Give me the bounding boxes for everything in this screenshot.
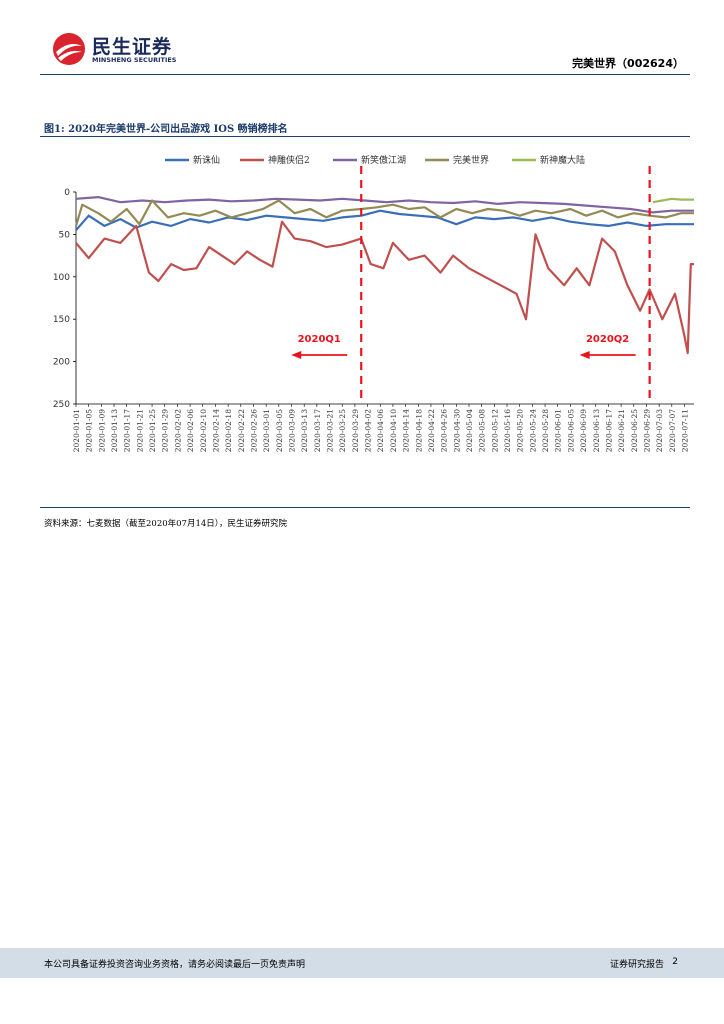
x-tick-label: 2020-07-03 (655, 409, 664, 452)
series-line-4 (74, 199, 694, 227)
x-tick-label: 2020-01-21 (135, 409, 144, 452)
y-tick-label: 250 (53, 400, 70, 410)
y-tick-label: 150 (53, 315, 70, 325)
x-tick-label: 2020-01-01 (72, 409, 81, 452)
quarter-arrowhead-1 (291, 351, 302, 359)
x-tick-label: 2020-02-10 (199, 409, 208, 452)
figure-source: 资料来源：七麦数据（截至2020年07月14日），民生证券研究院 (44, 519, 288, 529)
x-tick-label: 2020-01-13 (110, 409, 119, 452)
x-tick-label: 2020-02-06 (186, 409, 195, 452)
y-tick-label: 50 (59, 230, 71, 240)
x-tick-label: 2020-05-04 (465, 409, 474, 452)
chart-series (74, 196, 694, 355)
x-tick-label: 2020-03-05 (275, 409, 284, 452)
series-line-3 (75, 196, 694, 214)
x-tick-label: 2020-03-01 (262, 409, 271, 452)
page-number: 2 (672, 957, 678, 967)
x-tick-label: 2020-04-26 (440, 409, 449, 452)
x-tick-label: 2020-02-26 (249, 409, 258, 452)
x-tick-label: 2020-03-09 (288, 409, 297, 452)
x-tick-label: 2020-02-22 (237, 409, 246, 452)
logo-text-cn: 民生证券 (92, 36, 173, 58)
legend-label-3: 新笑傲江湖 (361, 154, 406, 166)
chart-legend: 新诛仙 神雕侠侣2 新笑傲江湖 完美世界 新神魔大陆 (165, 154, 585, 166)
x-tick-label: 2020-07-07 (668, 409, 677, 452)
chart-annotations: 2020Q1 2020Q2 (291, 166, 651, 404)
footer-disclaimer: 本公司具备证券投资咨询业务资格，请务必阅读最后一页免责声明 (44, 960, 306, 970)
x-tick-label: 2020-04-30 (452, 409, 461, 452)
quarter-label-1: 2020Q1 (298, 334, 341, 345)
figure-top-rule (40, 136, 690, 137)
x-tick-label: 2020-06-17 (604, 409, 613, 452)
legend-label-5: 新神魔大陆 (540, 154, 585, 166)
x-tick-label: 2020-04-22 (427, 409, 436, 452)
x-tick-label: 2020-06-09 (579, 409, 588, 452)
x-tick-label: 2020-01-09 (97, 409, 106, 452)
x-tick-label: 2020-01-25 (148, 409, 157, 452)
x-tick-label: 2020-07-11 (680, 409, 689, 452)
x-tick-label: 2020-01-29 (161, 409, 170, 452)
x-tick-label: 2020-03-17 (313, 409, 322, 452)
x-tick-label: 2020-06-21 (617, 409, 626, 452)
x-tick-label: 2020-03-29 (351, 409, 360, 452)
x-tick-label: 2020-06-29 (642, 409, 651, 452)
x-tick-label: 2020-05-08 (478, 409, 487, 452)
x-tick-label: 2020-03-21 (326, 409, 335, 452)
x-tick-label: 2020-06-13 (592, 409, 601, 452)
x-tick-label: 2020-01-17 (123, 409, 132, 452)
x-tick-label: 2020-02-18 (224, 409, 233, 452)
ios-ranking-line-chart: 新诛仙 神雕侠侣2 新笑傲江湖 完美世界 新神魔大陆 05010015020025020… (53, 154, 694, 452)
x-tick-label: 2020-06-05 (566, 409, 575, 452)
x-tick-label: 2020-04-14 (402, 409, 411, 452)
quarter-label-2: 2020Q2 (586, 334, 629, 345)
x-tick-label: 2020-01-05 (85, 409, 94, 452)
quarter-arrowhead-2 (579, 351, 590, 359)
x-tick-label: 2020-06-01 (554, 409, 563, 452)
header-divider (40, 74, 690, 75)
series-line-5 (652, 197, 694, 204)
logo-text-en: MINSHENG SECURITIES (92, 56, 177, 64)
x-tick-label: 2020-02-14 (211, 409, 220, 452)
y-tick-label: 100 (53, 273, 70, 283)
legend-label-2: 神雕侠侣2 (268, 154, 310, 166)
series-line-2 (75, 220, 694, 355)
x-tick-label: 2020-06-25 (630, 409, 639, 452)
x-tick-label: 2020-04-02 (364, 409, 373, 452)
x-tick-label: 2020-05-24 (528, 409, 537, 452)
x-tick-label: 2020-04-10 (389, 409, 398, 452)
x-tick-label: 2020-03-13 (300, 409, 309, 452)
figure-title: 图1: 2020年完美世界-公司出品游戏 IOS 畅销榜排名 (44, 124, 288, 135)
x-tick-label: 2020-05-12 (490, 409, 499, 452)
figure-bottom-rule (40, 507, 690, 508)
x-tick-label: 2020-04-18 (414, 409, 423, 452)
x-tick-label: 2020-05-16 (503, 409, 512, 452)
footer-report-type: 证券研究报告 (609, 960, 664, 970)
report-title: 完美世界（002624） (572, 57, 684, 70)
minsheng-logo-icon (53, 33, 85, 65)
page-footer: 本公司具备证券投资咨询业务资格，请务必阅读最后一页免责声明 证券研究报告 2 (0, 948, 724, 978)
x-tick-label: 2020-03-25 (338, 409, 347, 452)
series-line-1 (75, 209, 694, 231)
x-tick-label: 2020-05-28 (541, 409, 550, 452)
x-tick-label: 2020-02-02 (173, 409, 182, 452)
x-tick-label: 2020-04-06 (376, 409, 385, 452)
y-tick-label: 200 (53, 358, 70, 368)
legend-label-4: 完美世界 (453, 154, 489, 166)
company-logo: 民生证券 MINSHENG SECURITIES (52, 30, 202, 70)
legend-label-1: 新诛仙 (193, 154, 220, 166)
y-tick-label: 0 (64, 188, 70, 198)
x-tick-label: 2020-05-20 (516, 409, 525, 452)
